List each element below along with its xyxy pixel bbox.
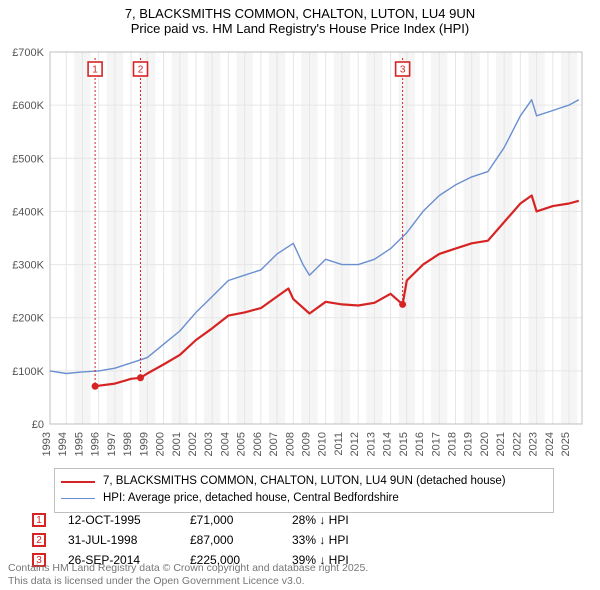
x-tick-label: 2018 [446,432,458,456]
x-tick-label: 2017 [430,432,442,456]
x-tick-label: 2008 [284,432,296,456]
legend-label: 7, BLACKSMITHS COMMON, CHALTON, LUTON, L… [103,473,506,490]
legend-label: HPI: Average price, detached house, Cent… [103,490,399,507]
sale-price: £71,000 [190,513,270,527]
x-tick-label: 1993 [41,432,53,456]
sale-marker-icon: 1 [32,513,46,527]
sale-date: 31-JUL-1998 [68,533,168,547]
x-tick-label: 2006 [252,432,264,456]
y-tick-label: £700K [12,47,44,59]
sale-delta: 33% ↓ HPI [292,533,402,547]
y-tick-label: £300K [12,260,44,272]
x-tick-label: 2007 [268,432,280,456]
x-tick-label: 2001 [171,432,183,456]
legend: 7, BLACKSMITHS COMMON, CHALTON, LUTON, L… [54,468,554,513]
svg-text:1: 1 [92,65,98,76]
x-tick-label: 2014 [382,432,394,456]
x-tick-label: 2013 [365,432,377,456]
x-tick-label: 2000 [155,432,167,456]
y-tick-label: £0 [32,419,44,431]
x-tick-label: 2023 [528,432,540,456]
x-tick-label: 2019 [463,432,475,456]
x-tick-label: 2016 [414,432,426,456]
x-tick-label: 1996 [90,432,102,456]
disclaimer: Contains HM Land Registry data © Crown c… [8,562,368,588]
x-tick-label: 2012 [349,432,361,456]
x-tick-label: 1998 [122,432,134,456]
sale-price: £87,000 [190,533,270,547]
x-tick-label: 1999 [138,432,150,456]
x-tick-label: 2009 [301,432,313,456]
disclaimer-line1: Contains HM Land Registry data © Crown c… [8,562,368,575]
y-tick-label: £400K [12,206,44,218]
y-tick-label: £600K [12,100,44,112]
title-address: 7, BLACKSMITHS COMMON, CHALTON, LUTON, L… [0,6,600,21]
disclaimer-line2: This data is licensed under the Open Gov… [8,575,368,588]
price-chart: £0 £100K £200K £300K £400K £500K £600K £700K 199… [8,46,588,466]
legend-swatch [61,481,95,483]
x-tick-label: 2021 [495,432,507,456]
legend-swatch [61,498,95,499]
x-tick-label: 2020 [479,432,491,456]
title-subtitle: Price paid vs. HM Land Registry's House … [0,21,600,36]
y-tick-label: £500K [12,153,44,165]
x-tick-label: 2011 [333,432,345,456]
x-tick-label: 2004 [219,432,231,456]
x-tick-label: 1997 [106,432,118,456]
x-tick-label: 2015 [398,432,410,456]
chart-card: 7, BLACKSMITHS COMMON, CHALTON, LUTON, L… [0,0,600,590]
x-tick-label: 2003 [203,432,215,456]
legend-row: 7, BLACKSMITHS COMMON, CHALTON, LUTON, L… [61,473,547,490]
sale-row: 2 31-JUL-1998 £87,000 33% ↓ HPI [32,530,402,550]
y-tick-label: £200K [12,313,44,325]
legend-row: HPI: Average price, detached house, Cent… [61,490,547,507]
x-tick-label: 1995 [73,432,85,456]
sale-delta: 28% ↓ HPI [292,513,402,527]
y-tick-label: £100K [12,366,44,378]
title-block: 7, BLACKSMITHS COMMON, CHALTON, LUTON, L… [0,0,600,36]
x-tick-label: 2022 [511,432,523,456]
x-tick-label: 2024 [544,432,556,456]
x-tick-label: 2025 [560,432,572,456]
sale-date: 12-OCT-1995 [68,513,168,527]
sale-marker-icon: 2 [32,533,46,547]
svg-text:2: 2 [138,65,144,76]
x-tick-label: 2010 [317,432,329,456]
x-tick-label: 2002 [187,432,199,456]
x-tick-label: 2005 [236,432,248,456]
x-tick-label: 1994 [57,432,69,456]
svg-text:3: 3 [400,65,406,76]
sale-row: 1 12-OCT-1995 £71,000 28% ↓ HPI [32,510,402,530]
